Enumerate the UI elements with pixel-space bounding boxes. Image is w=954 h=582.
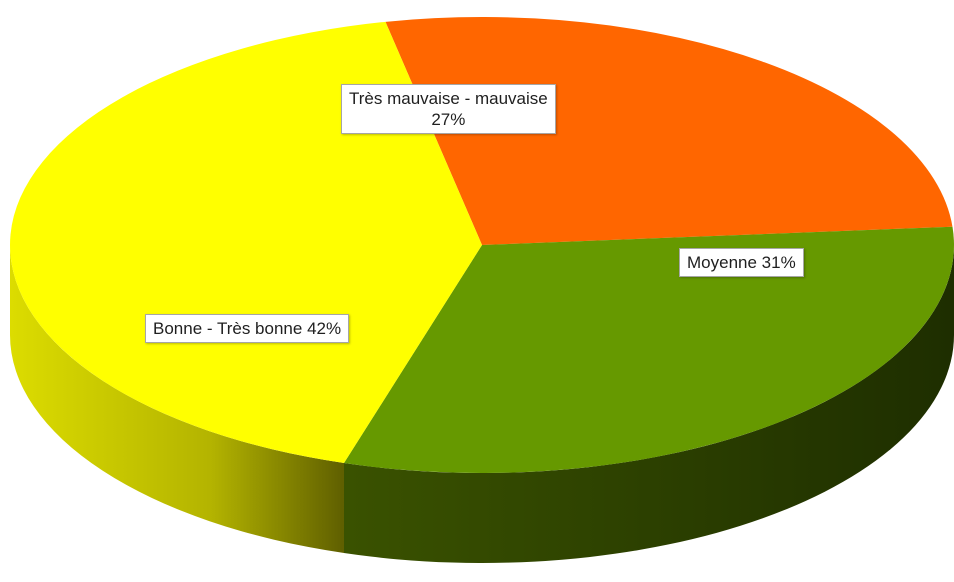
slice-label-tres-mauvaise-value: 27% — [431, 110, 466, 129]
slice-label-bonne-name: Bonne - Très bonne — [153, 319, 303, 338]
slice-moyenne — [344, 226, 954, 473]
slice-label-moyenne: Moyenne 31% — [679, 248, 804, 277]
slice-label-moyenne-name: Moyenne — [687, 253, 757, 272]
slice-tres-mauvaise — [385, 16, 953, 245]
slice-label-tres-mauvaise: Très mauvaise - mauvaise 27% — [341, 84, 556, 134]
slice-label-bonne-value: 42% — [307, 319, 342, 338]
slice-side-bonne — [10, 245, 345, 554]
pie-top-faces — [10, 16, 954, 473]
slice-side-moyenne — [344, 245, 954, 563]
slice-label-tres-mauvaise-name: Très mauvaise - mauvaise — [349, 89, 548, 108]
pie-side-walls — [10, 245, 954, 563]
slice-label-moyenne-value: 31% — [761, 253, 796, 272]
slice-label-bonne: Bonne - Très bonne 42% — [145, 314, 350, 343]
